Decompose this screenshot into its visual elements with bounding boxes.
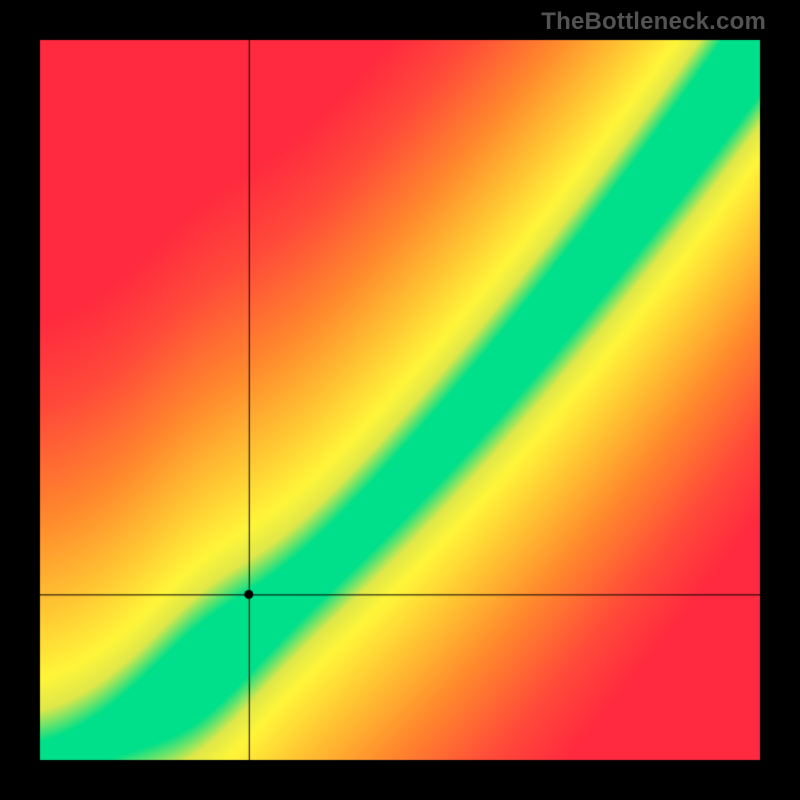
watermark-text: TheBottleneck.com — [541, 8, 766, 36]
bottleneck-heatmap — [0, 0, 800, 800]
